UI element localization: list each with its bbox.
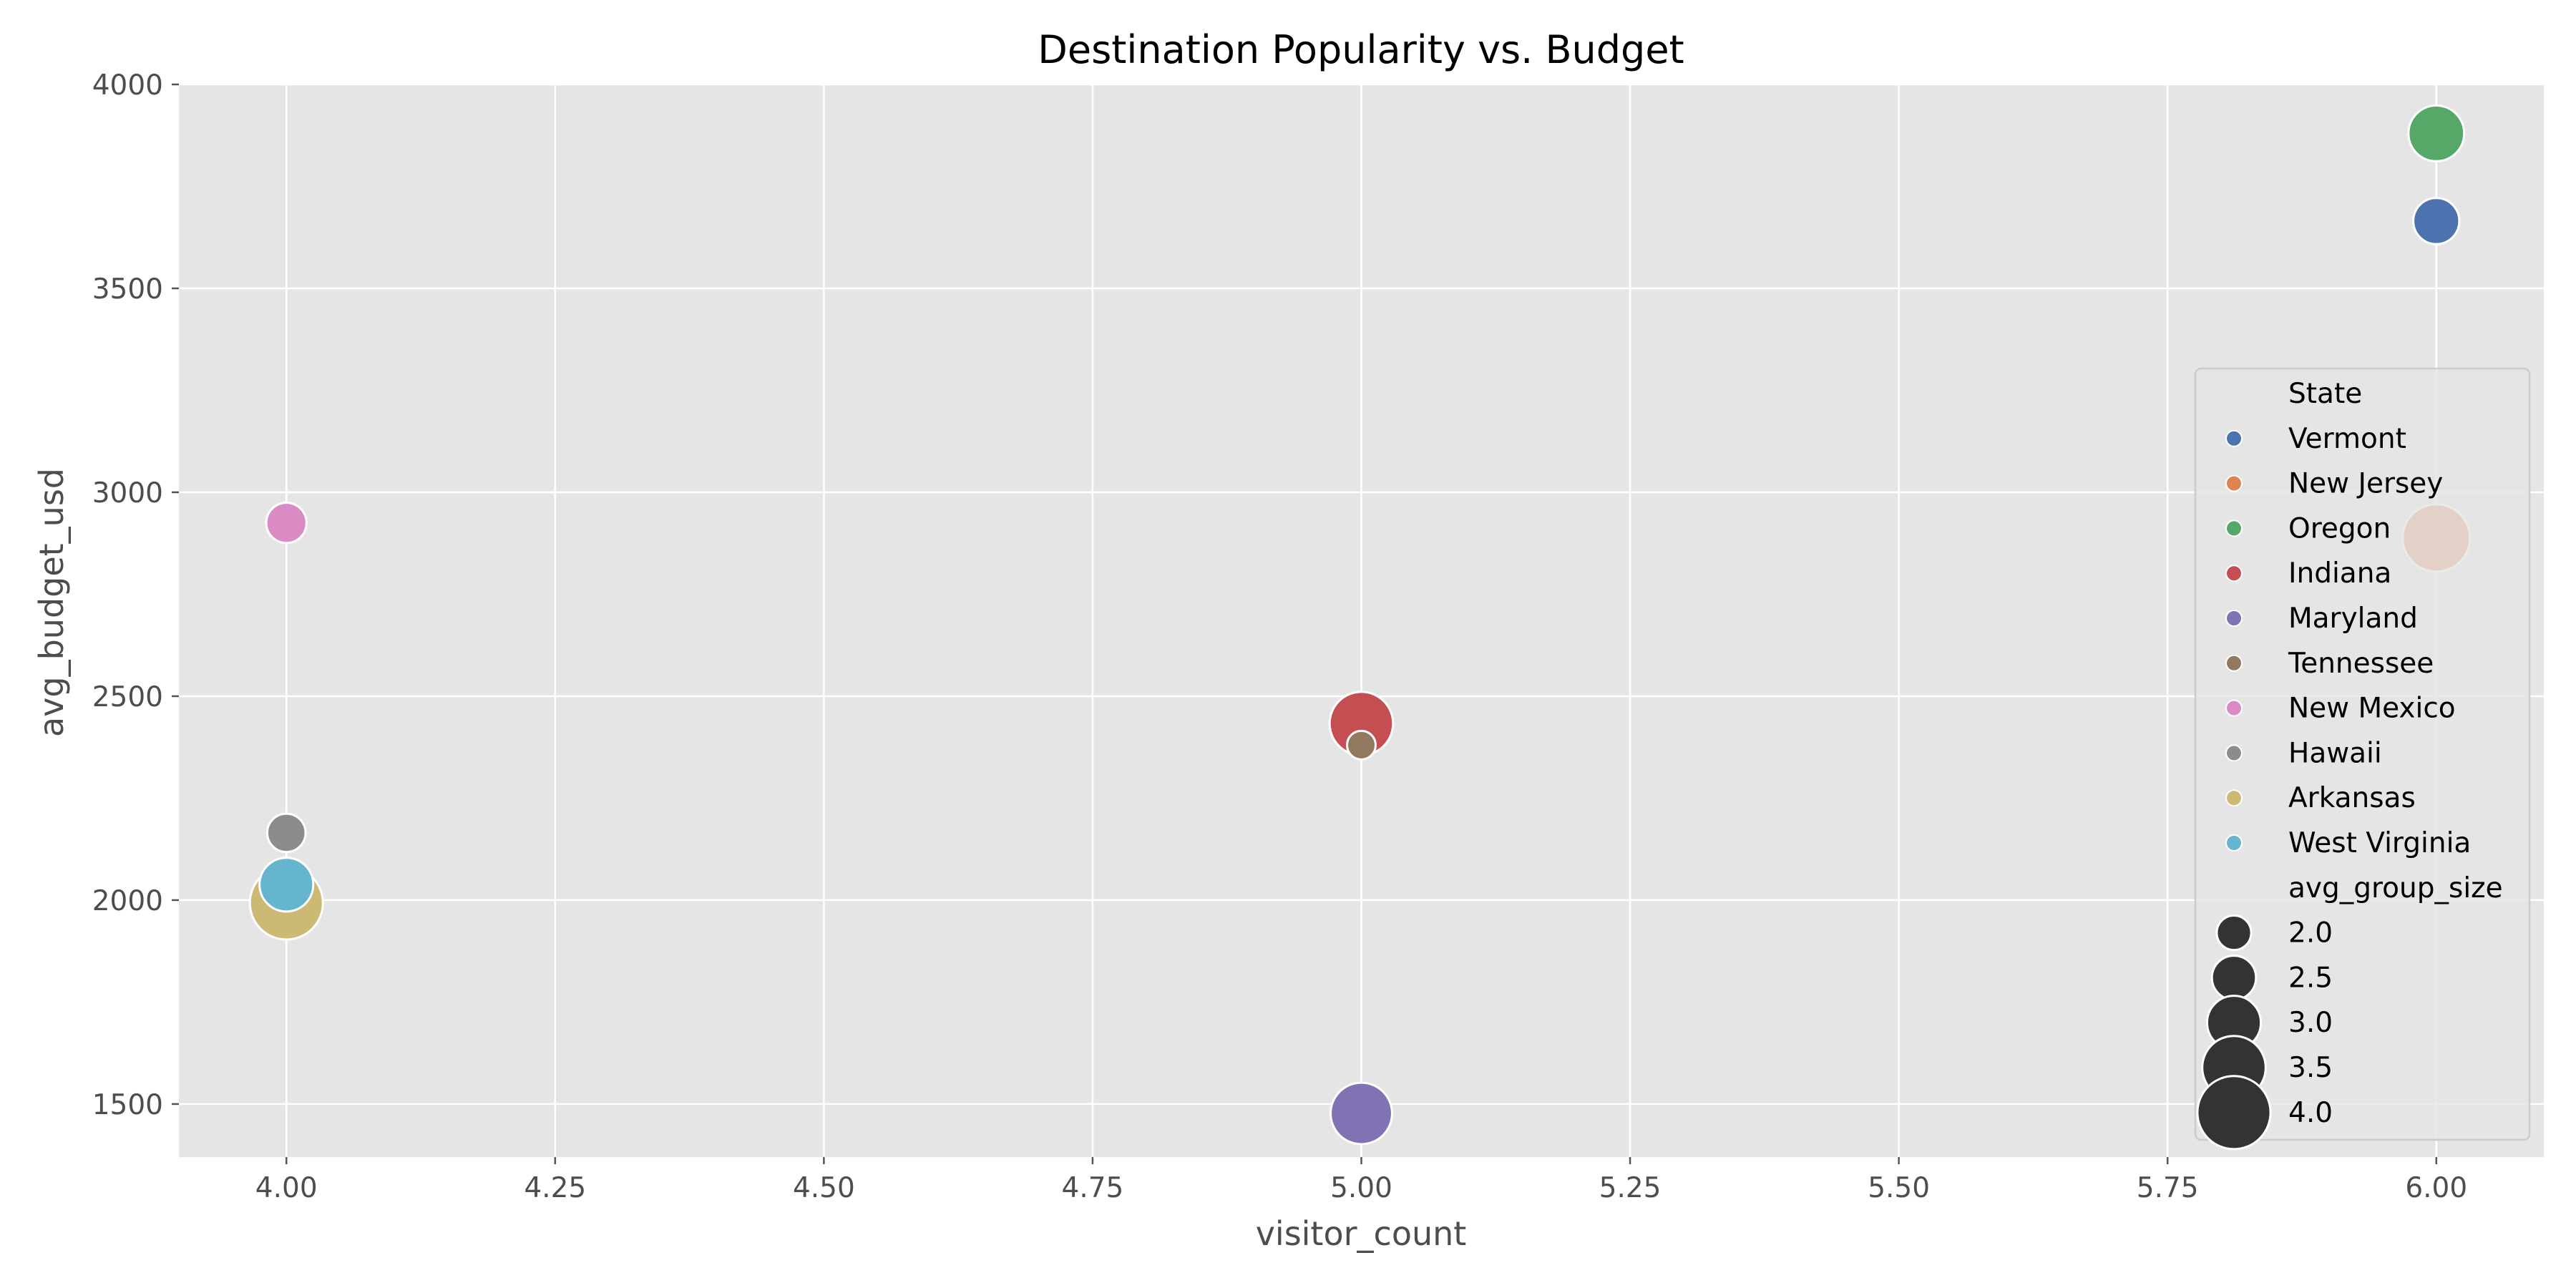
legend-marker xyxy=(2225,519,2243,537)
legend-size-label: 4.0 xyxy=(2288,1097,2333,1129)
legend-item-label: Vermont xyxy=(2288,423,2406,455)
legend-marker xyxy=(2225,699,2243,717)
legend-item-label: Tennessee xyxy=(2288,648,2434,680)
point-oregon xyxy=(2407,104,2466,162)
point-tennessee xyxy=(1346,729,1377,761)
legend-box xyxy=(2194,367,2531,1141)
y-tick-label: 4000 xyxy=(92,69,163,102)
y-axis-label: avg_budget_usd xyxy=(32,468,71,737)
chart-title: Destination Popularity vs. Budget xyxy=(1038,27,1684,72)
legend-item-label: Arkansas xyxy=(2288,782,2416,814)
legend-item-label: Hawaii xyxy=(2288,737,2382,769)
legend: State Vermont New Jersey Oregon Indiana Maryl… xyxy=(2194,367,2531,1151)
legend-marker xyxy=(2225,429,2243,447)
legend-item-label: West Virginia xyxy=(2288,827,2471,859)
y-tick-label: 1500 xyxy=(92,1089,163,1121)
x-tick-label: 5.25 xyxy=(1599,1172,1662,1204)
legend-marker xyxy=(2225,610,2243,627)
x-tick-label: 5.00 xyxy=(1330,1172,1392,1204)
point-maryland xyxy=(1330,1081,1393,1146)
legend-hue-title: State xyxy=(2288,378,2362,410)
legend-size-label: 3.5 xyxy=(2288,1052,2333,1084)
x-axis-label: visitor_count xyxy=(1256,1214,1467,1253)
y-tick-label: 3000 xyxy=(92,477,163,509)
axis-ticks: 4.00 4.25 4.50 4.75 5.00 5.25 5.50 5.75 6.00 1500… xyxy=(92,69,2467,1204)
legend-marker xyxy=(2225,834,2243,852)
legend-marker xyxy=(2225,789,2243,807)
legend-item-label: New Jersey xyxy=(2288,468,2443,500)
legend-item-label: Indiana xyxy=(2288,557,2391,590)
x-tick-label: 4.25 xyxy=(524,1172,586,1204)
x-tick-label: 4.50 xyxy=(793,1172,855,1204)
legend-marker xyxy=(2225,654,2243,672)
legend-size-label: 3.0 xyxy=(2288,1007,2333,1039)
y-tick-label: 3500 xyxy=(92,273,163,306)
legend-item-label: Oregon xyxy=(2288,512,2391,545)
point-vermont xyxy=(2412,197,2461,245)
legend-item-label: Maryland xyxy=(2288,602,2418,635)
legend-marker xyxy=(2225,565,2243,582)
x-tick-label: 4.00 xyxy=(255,1172,318,1204)
legend-marker xyxy=(2225,744,2243,762)
x-tick-label: 4.75 xyxy=(1062,1172,1124,1204)
legend-size-marker xyxy=(2196,1075,2272,1151)
x-tick-label: 5.75 xyxy=(2137,1172,2199,1204)
y-tick-label: 2500 xyxy=(92,681,163,713)
y-tick-label: 2000 xyxy=(92,885,163,917)
legend-size-label: 2.0 xyxy=(2288,917,2333,950)
legend-marker xyxy=(2225,474,2243,492)
x-tick-label: 5.50 xyxy=(1868,1172,1930,1204)
point-hawaii xyxy=(265,812,307,854)
legend-size-label: 2.5 xyxy=(2288,962,2333,994)
x-tick-label: 6.00 xyxy=(2405,1172,2467,1204)
legend-item-label: New Mexico xyxy=(2288,693,2456,725)
legend-size-marker xyxy=(2215,914,2253,952)
legend-size-marker xyxy=(2210,955,2258,1001)
legend-size-title: avg_group_size xyxy=(2288,872,2503,904)
point-west-virginia xyxy=(258,857,315,913)
point-new-mexico xyxy=(265,502,308,545)
